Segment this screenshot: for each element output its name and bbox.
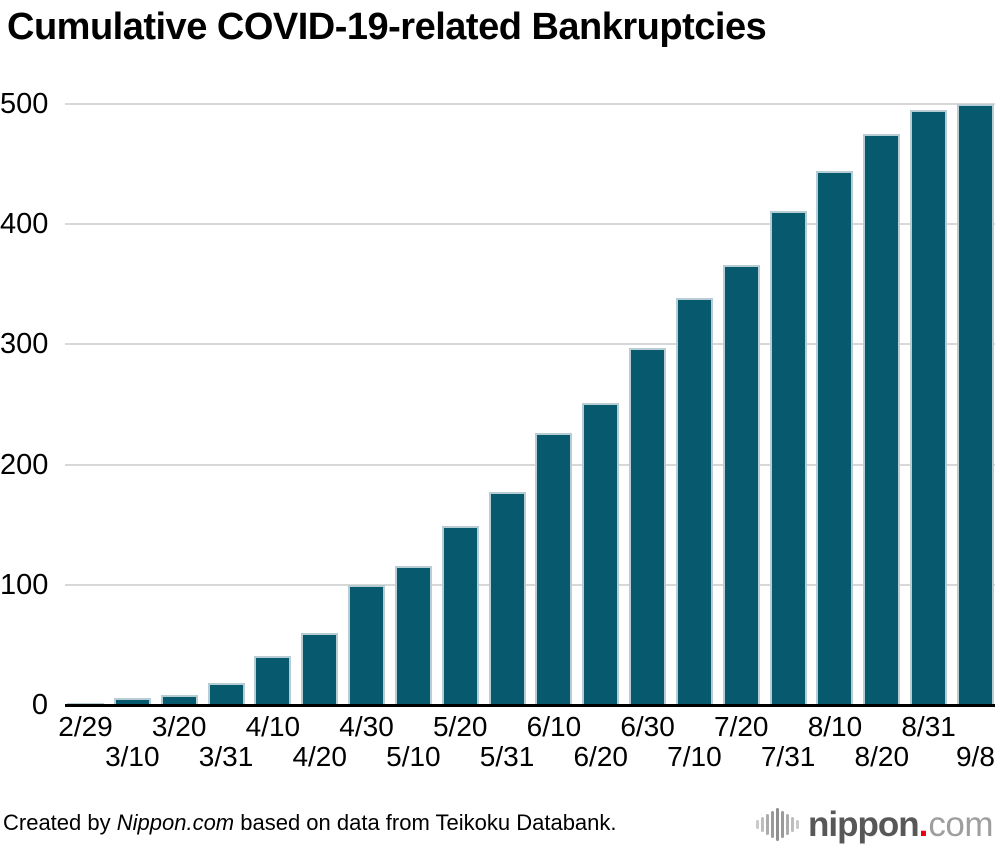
gridline-100 bbox=[65, 583, 995, 586]
gridline-500 bbox=[65, 103, 995, 105]
credit-prefix: Created by bbox=[3, 810, 117, 835]
x-tick-label-5/31: 5/31 bbox=[479, 741, 535, 772]
x-tick-label-8/20: 8/20 bbox=[854, 741, 910, 772]
bar-5/31 bbox=[488, 492, 526, 705]
soundwave-bars-icon bbox=[756, 806, 800, 842]
bar-4/30 bbox=[348, 584, 386, 705]
x-tick-label-7/10: 7/10 bbox=[667, 741, 722, 772]
gridline-300 bbox=[65, 343, 995, 346]
x-tick-label-3/10: 3/10 bbox=[105, 741, 160, 772]
credit-suffix: based on data from Teikoku Databank. bbox=[234, 810, 617, 835]
bar-6/10 bbox=[535, 433, 573, 705]
credit-source-name: Nippon.com bbox=[116, 810, 235, 835]
x-tick-label-6/30: 6/30 bbox=[620, 711, 675, 742]
logo-name: nippon bbox=[808, 804, 920, 844]
bar-7/10 bbox=[675, 297, 713, 705]
bar-4/20 bbox=[301, 632, 339, 705]
x-tick-label-2/29: 2/29 bbox=[58, 711, 113, 742]
bar-4/10 bbox=[254, 655, 292, 705]
x-tick-label-9/8: 9/8 bbox=[955, 741, 995, 772]
bar-8/10 bbox=[816, 171, 854, 705]
nippon-logo-wordmark: nippon.com bbox=[808, 807, 993, 842]
x-tick-label-4/20: 4/20 bbox=[292, 741, 347, 772]
gridline-200 bbox=[65, 463, 995, 466]
bar-8/20 bbox=[863, 134, 901, 705]
bar-5/10 bbox=[394, 565, 432, 705]
y-tick-label-200: 200 bbox=[0, 448, 49, 481]
plot-area bbox=[65, 103, 995, 705]
chart-title: Cumulative COVID-19-related Bankruptcies bbox=[7, 6, 767, 48]
y-tick-label-500: 500 bbox=[0, 88, 49, 120]
bar-6/20 bbox=[582, 403, 620, 705]
x-tick-label-6/10: 6/10 bbox=[526, 711, 582, 742]
x-tick-label-4/10: 4/10 bbox=[245, 711, 301, 742]
x-tick-label-3/31: 3/31 bbox=[198, 741, 254, 772]
bar-7/31 bbox=[769, 210, 807, 705]
bar-6/30 bbox=[629, 348, 667, 705]
x-axis-line bbox=[65, 704, 995, 707]
x-tick-label-6/20: 6/20 bbox=[573, 741, 628, 772]
x-tick-label-5/10: 5/10 bbox=[386, 741, 441, 772]
x-tick-label-5/20: 5/20 bbox=[432, 711, 488, 742]
bar-8/31 bbox=[910, 110, 948, 705]
y-tick-label-300: 300 bbox=[0, 328, 49, 361]
bar-7/20 bbox=[722, 265, 760, 705]
x-tick-label-4/30: 4/30 bbox=[339, 711, 394, 742]
x-tick-label-7/20: 7/20 bbox=[714, 711, 769, 742]
bar-9/8 bbox=[956, 104, 994, 705]
bar-3/10 bbox=[113, 697, 151, 705]
bar-3/31 bbox=[207, 683, 245, 705]
source-credit: Created by Nippon.com based on data from… bbox=[3, 810, 617, 836]
nippon-logo: nippon.com bbox=[756, 802, 993, 846]
y-tick-label-0: 0 bbox=[31, 689, 48, 721]
y-tick-label-100: 100 bbox=[0, 568, 49, 601]
x-tick-label-3/20: 3/20 bbox=[151, 711, 207, 742]
bar-3/20 bbox=[160, 695, 198, 705]
x-tick-label-8/10: 8/10 bbox=[807, 711, 863, 742]
logo-tld: com bbox=[928, 804, 993, 844]
x-tick-label-7/31: 7/31 bbox=[760, 741, 816, 772]
gridline-400 bbox=[65, 223, 995, 226]
y-tick-label-400: 400 bbox=[0, 208, 49, 241]
x-tick-label-8/31: 8/31 bbox=[901, 711, 956, 742]
bar-5/20 bbox=[441, 525, 479, 705]
logo-red-dot: . bbox=[918, 804, 929, 844]
bar-2/29 bbox=[67, 702, 104, 705]
